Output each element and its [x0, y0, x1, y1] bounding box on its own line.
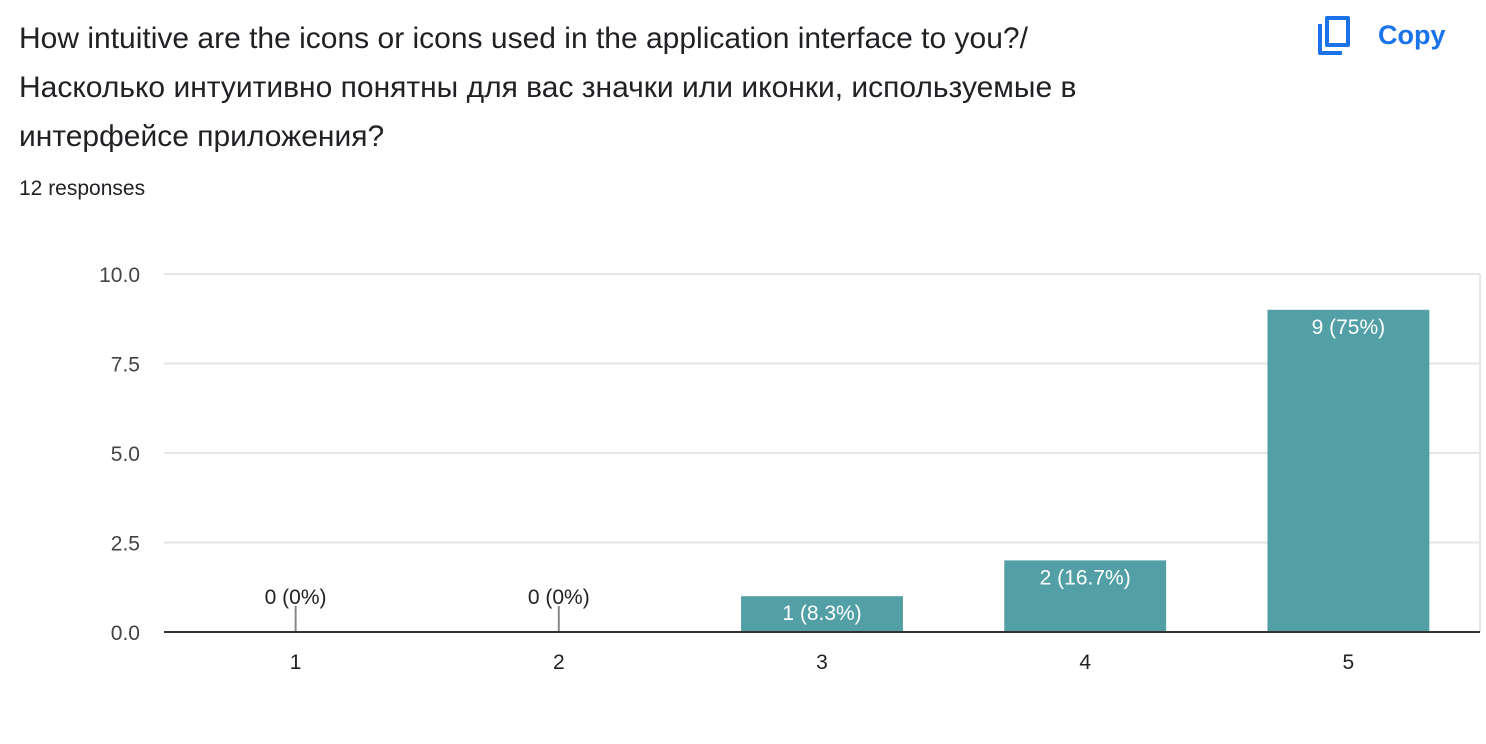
bar [741, 596, 903, 632]
y-tick-label: 5.0 [111, 443, 140, 466]
bar-data-label: 1 (8.3%) [782, 602, 861, 625]
bar [1004, 560, 1167, 632]
copy-icon [1316, 14, 1352, 56]
x-tick-label: 4 [1079, 651, 1091, 674]
bar-data-label: 9 (75%) [1312, 316, 1386, 339]
y-tick-label: 7.5 [111, 354, 140, 377]
x-tick-label: 1 [290, 651, 302, 674]
x-tick-label: 3 [816, 651, 828, 674]
copy-button-label: Copy [1378, 19, 1446, 50]
bar-data-label: 0 (0%) [528, 586, 590, 609]
response-count: 12 responses [19, 177, 146, 200]
x-tick-label: 5 [1343, 651, 1355, 674]
question-title-line: Насколько интуитивно понятны для вас зна… [19, 71, 1077, 104]
y-tick-label: 10.0 [99, 264, 140, 287]
bar [1267, 309, 1430, 632]
y-tick-label: 0.0 [111, 622, 140, 645]
question-title: How intuitive are the icons or icons use… [19, 14, 1259, 161]
copy-chart-button[interactable]: Copy [1316, 10, 1446, 60]
bar-data-label: 2 (16.7%) [1040, 566, 1131, 589]
y-tick-label: 2.5 [111, 533, 140, 556]
question-header: How intuitive are the icons or icons use… [19, 14, 1259, 161]
question-title-line: How intuitive are the icons or icons use… [19, 22, 1028, 55]
question-title-line: интерфейсе приложения? [19, 120, 385, 153]
bar-data-label: 0 (0%) [265, 586, 327, 609]
x-tick-label: 2 [553, 651, 565, 674]
